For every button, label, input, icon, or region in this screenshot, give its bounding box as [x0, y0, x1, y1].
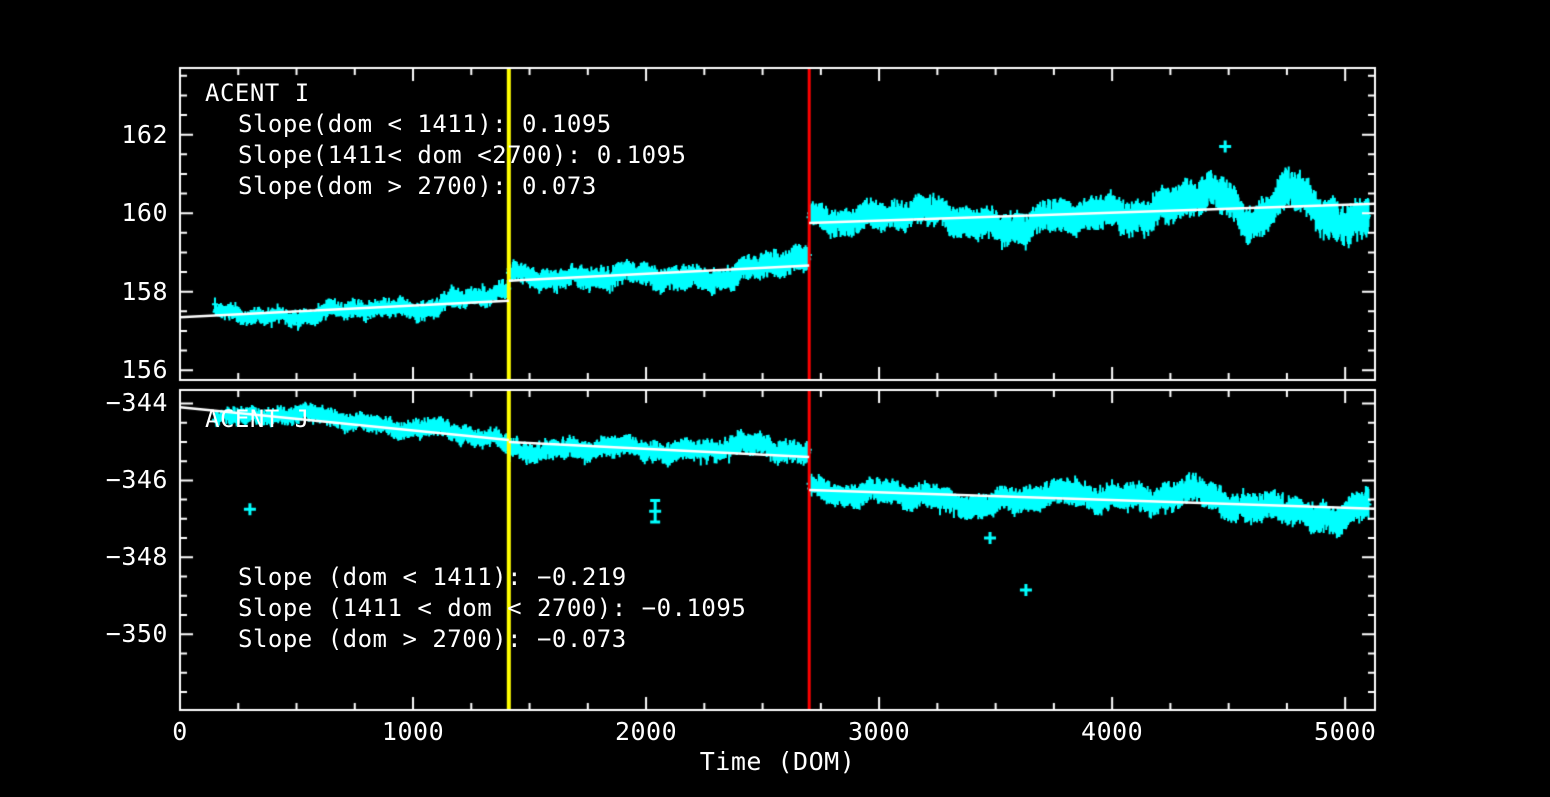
- panel2-slope-annotation-2: Slope (1411 < dom < 2700): −0.1095: [238, 594, 747, 622]
- panel1-slope-annotation-3: Slope(dom > 2700): 0.073: [238, 172, 597, 200]
- x-tick-label: 2000: [614, 717, 678, 746]
- panel1-slope-annotation-2: Slope(1411< dom <2700): 0.1095: [238, 141, 687, 169]
- y-tick-label: 158: [121, 276, 168, 306]
- y-tick-label: 162: [121, 119, 168, 149]
- x-axis-title: Time (DOM): [699, 747, 856, 776]
- x-tick-label: 4000: [1081, 717, 1144, 746]
- y-tick-label: −346: [105, 465, 168, 495]
- x-tick-label: 1000: [381, 717, 445, 746]
- panel1-slope-annotation-1: Slope(dom < 1411): 0.1095: [238, 110, 612, 138]
- x-tick-label: 0: [172, 717, 188, 746]
- panel1-title: ACENT I: [205, 79, 310, 107]
- y-tick-label: 160: [121, 198, 168, 228]
- y-tick-label: 156: [121, 355, 168, 385]
- y-tick-label: −348: [105, 542, 168, 572]
- x-tick-label: 5000: [1314, 717, 1377, 746]
- x-tick-label: 3000: [847, 717, 911, 746]
- panel2-slope-annotation-3: Slope (dom > 2700): −0.073: [238, 625, 627, 653]
- y-tick-label: −350: [105, 619, 168, 649]
- panel2-title: ACENT J: [205, 405, 310, 433]
- y-tick-label: −344: [105, 388, 168, 418]
- panel2-slope-annotation-1: Slope (dom < 1411): −0.219: [238, 563, 627, 591]
